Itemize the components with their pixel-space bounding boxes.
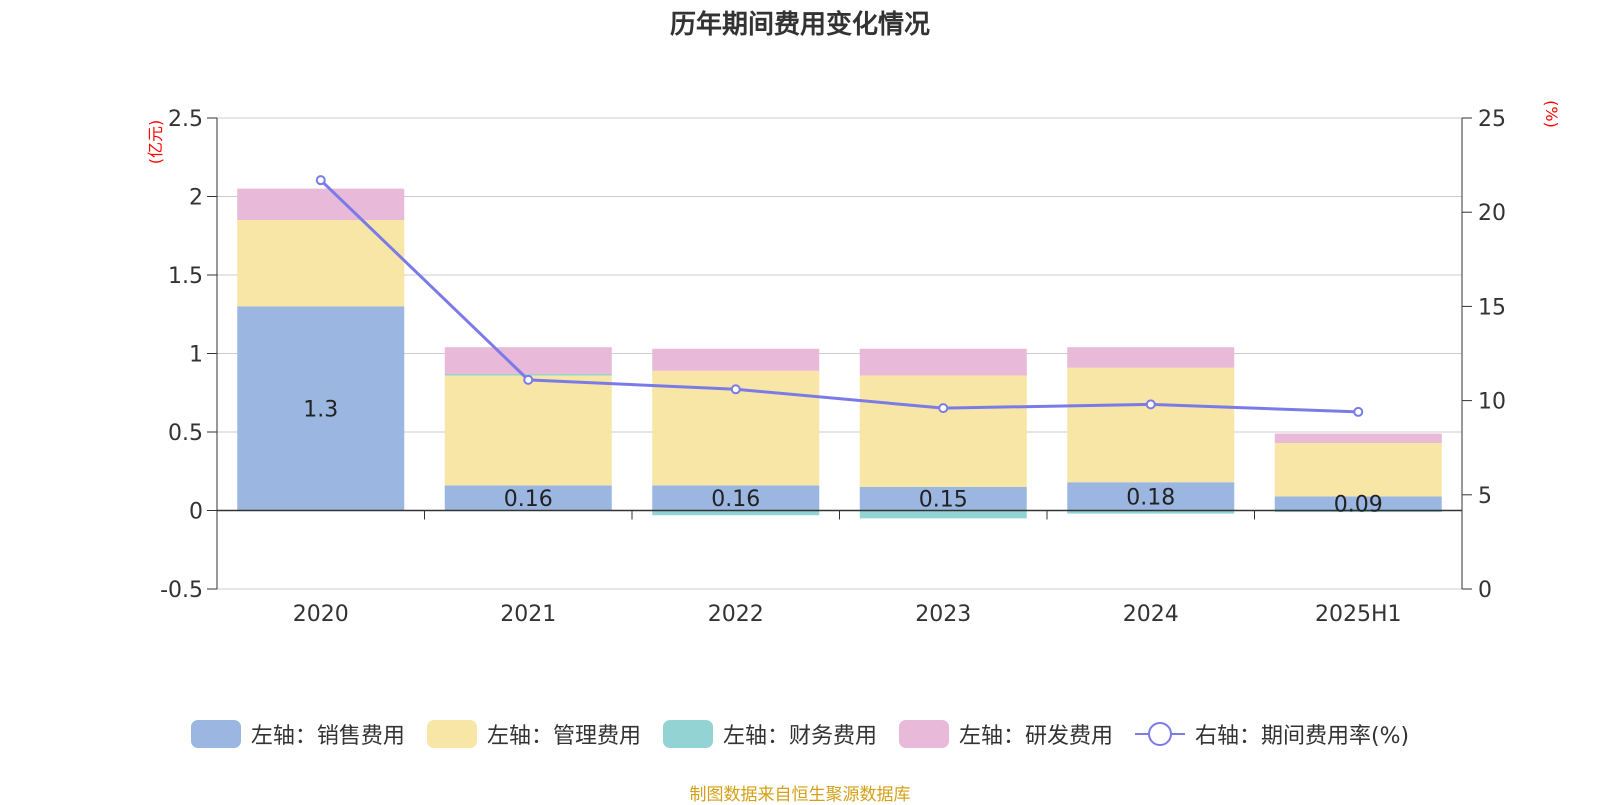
point-expense-rate [315, 175, 326, 186]
bar--seg2-2024 [1067, 510, 1235, 514]
bar--seg0-2020 [237, 306, 405, 511]
point-expense-rate [938, 403, 949, 414]
legend-item-expense-rate[interactable]: 右轴：期间费用率(%) [1134, 718, 1410, 750]
left-tick-label: 0 [189, 500, 203, 525]
bar--seg0-2021 [444, 485, 612, 511]
right-tick-label: 0 [1478, 578, 1492, 603]
x-tick-label: 2023 [915, 602, 971, 627]
left-tick-label: 1 [189, 343, 203, 368]
legend-label-expense-rate: 右轴：期间费用率(%) [1194, 724, 1410, 749]
point-expense-rate [730, 384, 741, 395]
left-tick-label: 2 [189, 186, 203, 211]
legend-item-rnd[interactable]: 左轴：研发费用 [898, 718, 1113, 750]
data-label-sales: 0.18 [1126, 485, 1175, 510]
data-label-sales: 0.15 [919, 488, 968, 513]
bar--seg2-2025H1 [1274, 510, 1442, 513]
right-tick-label: 20 [1478, 201, 1506, 226]
bar--seg3-2025H1 [1274, 433, 1442, 443]
left-tick-label: -0.5 [160, 578, 203, 603]
bar--seg3-2023 [859, 348, 1027, 376]
x-tick-label: 2020 [293, 602, 349, 627]
left-axis-unit: (亿元) [146, 120, 165, 165]
data-label-sales: 0.09 [1334, 492, 1383, 517]
legend-label-sales: 左轴：销售费用 [250, 724, 405, 749]
right-tick-label: 15 [1478, 295, 1506, 320]
point-expense-rate [523, 374, 534, 385]
bar--seg0-2024 [1067, 482, 1235, 511]
chart-title: 历年期间费用变化情况 [669, 10, 930, 40]
bar--seg0-2025H1 [1274, 496, 1442, 511]
bar--seg1-2021 [444, 375, 612, 486]
legend-line-circle-icon [1134, 720, 1185, 748]
legend-swatch-rnd [898, 720, 949, 748]
left-tick-label: 0.5 [168, 421, 203, 446]
bar--seg2-2022 [652, 510, 820, 516]
left-tick-label: 1.5 [168, 264, 203, 289]
legend-item-sales[interactable]: 左轴：销售费用 [190, 718, 405, 750]
data-label-sales: 1.3 [303, 397, 338, 422]
legend-label-rnd: 左轴：研发费用 [958, 724, 1113, 749]
bar--seg3-2022 [652, 348, 820, 371]
bar--seg1-2020 [237, 220, 405, 307]
x-tick-label: 2024 [1123, 602, 1179, 627]
bar--seg1-2025H1 [1274, 442, 1442, 497]
x-tick-label: 2022 [708, 602, 764, 627]
right-tick-label: 10 [1478, 390, 1506, 415]
source-note: 制图数据来自恒生聚源数据库 [689, 785, 911, 805]
bar--seg3-2024 [1067, 347, 1235, 368]
bar--seg3-2020 [237, 188, 405, 221]
data-label-sales: 0.16 [504, 487, 553, 512]
bar--seg0-2023 [859, 486, 1027, 511]
left-tick-label: 2.5 [168, 107, 203, 132]
legend-label-admin: 左轴：管理费用 [486, 724, 641, 749]
bar--seg2-2023 [859, 510, 1027, 519]
legend-item-admin[interactable]: 左轴：管理费用 [426, 718, 641, 750]
bar--seg3-2021 [444, 347, 612, 374]
bar--seg1-2024 [1067, 367, 1235, 483]
data-label-sales: 0.16 [711, 487, 760, 512]
right-tick-label: 5 [1478, 484, 1492, 509]
legend-swatch-admin [426, 720, 477, 748]
legend-swatch-finance [662, 720, 713, 748]
bar--seg2-2021 [444, 373, 612, 376]
bar--seg0-2022 [652, 485, 820, 511]
x-tick-label: 2025H1 [1315, 602, 1402, 627]
bar--seg1-2023 [859, 375, 1027, 487]
line-expense-rate [319, 179, 1359, 414]
point-expense-rate [1353, 406, 1364, 417]
point-expense-rate [1145, 399, 1156, 410]
legend-label-finance: 左轴：财务费用 [722, 724, 877, 749]
right-axis-unit: (%) [1542, 100, 1561, 128]
x-tick-label: 2021 [500, 602, 556, 627]
right-tick-label: 25 [1478, 107, 1506, 132]
legend: 左轴：销售费用 左轴：管理费用 左轴：财务费用 左轴：研发费用 右轴：期间费用率… [0, 718, 1600, 750]
legend-item-finance[interactable]: 左轴：财务费用 [662, 718, 877, 750]
legend-swatch-sales [190, 720, 241, 748]
